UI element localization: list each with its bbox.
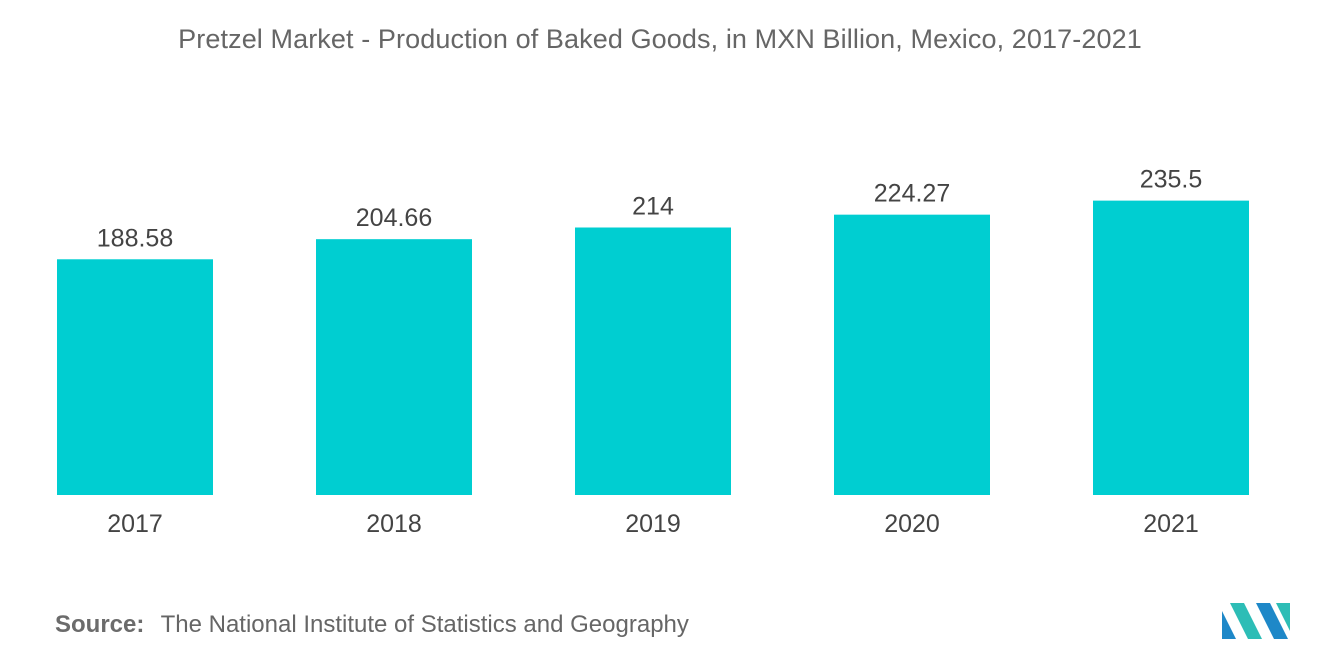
value-label-2018: 204.66 — [356, 204, 432, 232]
x-tick-label-2021: 2021 — [1143, 510, 1199, 538]
bar-2017 — [57, 259, 213, 495]
bar-2019 — [575, 227, 731, 495]
bar-2020 — [834, 214, 990, 495]
bar-2018 — [316, 239, 472, 495]
source-label: Source: — [55, 611, 145, 638]
value-label-2020: 224.27 — [874, 180, 950, 208]
source-note: Source: The National Institute of Statis… — [55, 611, 689, 639]
logo-right-stroke — [1256, 603, 1288, 639]
x-tick-label-2020: 2020 — [884, 510, 940, 538]
value-label-2019: 214 — [632, 193, 674, 221]
logo-mid-stroke — [1230, 603, 1262, 639]
x-tick-label-2018: 2018 — [366, 510, 422, 538]
x-tick-label-2019: 2019 — [625, 510, 681, 538]
logo-left-stroke — [1222, 611, 1236, 639]
value-label-2021: 235.5 — [1140, 166, 1203, 194]
logo-right-bar — [1276, 603, 1290, 631]
x-tick-label-2017: 2017 — [107, 510, 163, 538]
chart-title: Pretzel Market - Production of Baked Goo… — [178, 24, 1142, 54]
brand-logo-icon — [1222, 603, 1290, 639]
bar-2021 — [1093, 200, 1249, 495]
value-label-2017: 188.58 — [97, 224, 173, 252]
source-text: The National Institute of Statistics and… — [160, 611, 689, 638]
